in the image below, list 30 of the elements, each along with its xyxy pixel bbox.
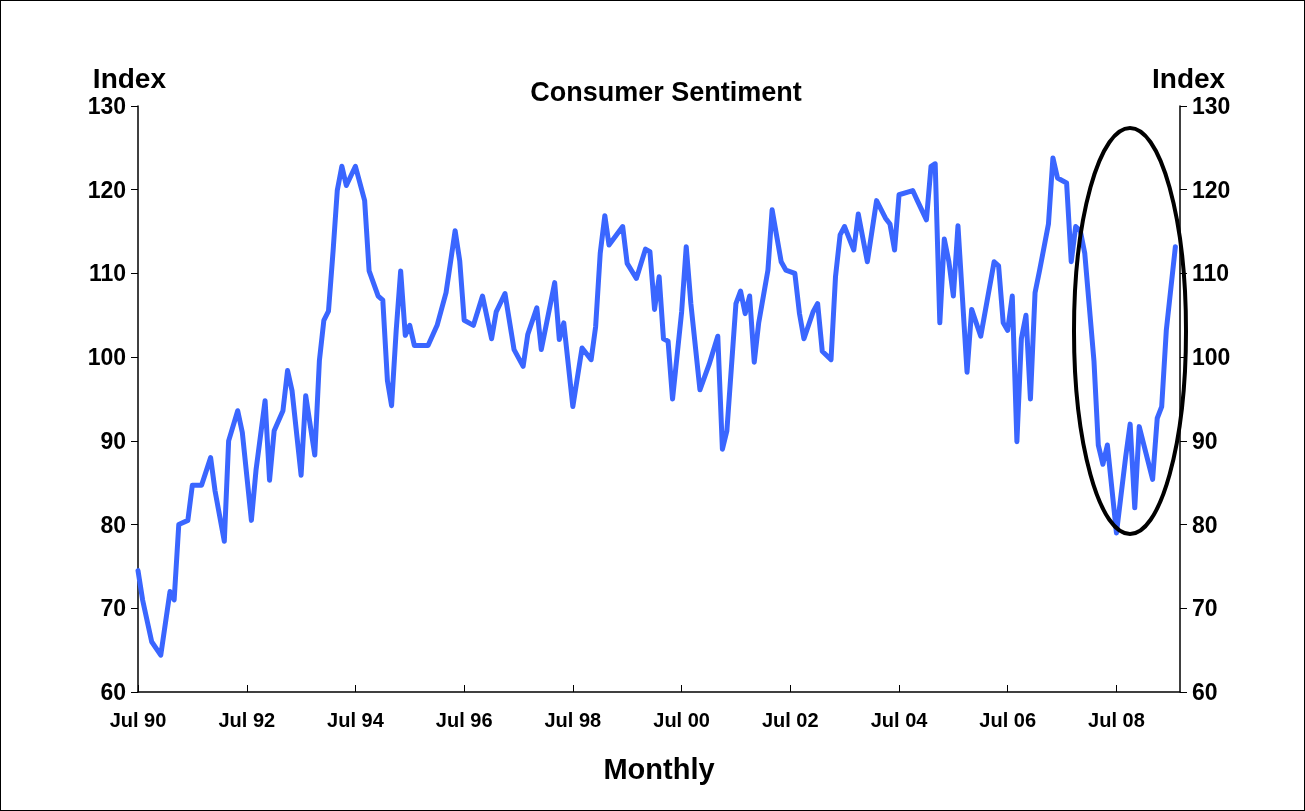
x-tick-label: Jul 06: [979, 709, 1037, 731]
x-tick-label: Jul 00: [653, 709, 710, 731]
y-tick-label: 100: [87, 344, 126, 371]
y-tick-label: 110: [88, 260, 126, 287]
x-tick-label: Jul 08: [1088, 709, 1145, 731]
y2-tick-label: 120: [1192, 176, 1231, 203]
chart-title: Consumer Sentiment: [530, 76, 802, 107]
y-axis-title: Index: [92, 62, 167, 94]
x-tick-label: Jul 04: [870, 709, 929, 731]
y2-tick-label: 70: [1192, 595, 1218, 622]
y2-tick-label: 110: [1192, 260, 1230, 287]
y-tick-label: 90: [100, 427, 126, 454]
x-tick-label: Jul 92: [218, 709, 276, 731]
y2-tick-label: 80: [1192, 511, 1218, 538]
x-tick-label: Jul 98: [544, 709, 602, 731]
y-tick-label: 70: [100, 595, 126, 622]
x-tick-label: Jul 96: [435, 709, 493, 731]
x-tick-label: Jul 02: [761, 709, 819, 731]
x-tick-label: Jul 90: [109, 709, 167, 731]
y2-tick-label: 130: [1192, 93, 1231, 119]
x-tick-label: Jul 94: [327, 709, 385, 731]
y2-axis-title: Index: [1152, 62, 1226, 94]
y-tick-label: 120: [87, 176, 126, 203]
y2-tick-label: 100: [1192, 344, 1231, 371]
x-axis-title: Monthly: [603, 752, 715, 785]
y-tick-label: 60: [100, 679, 126, 705]
y2-tick-label: 60: [1192, 679, 1218, 705]
y2-tick-label: 90: [1192, 427, 1218, 454]
y-tick-label: 130: [87, 93, 126, 119]
y-tick-label: 80: [100, 511, 126, 538]
